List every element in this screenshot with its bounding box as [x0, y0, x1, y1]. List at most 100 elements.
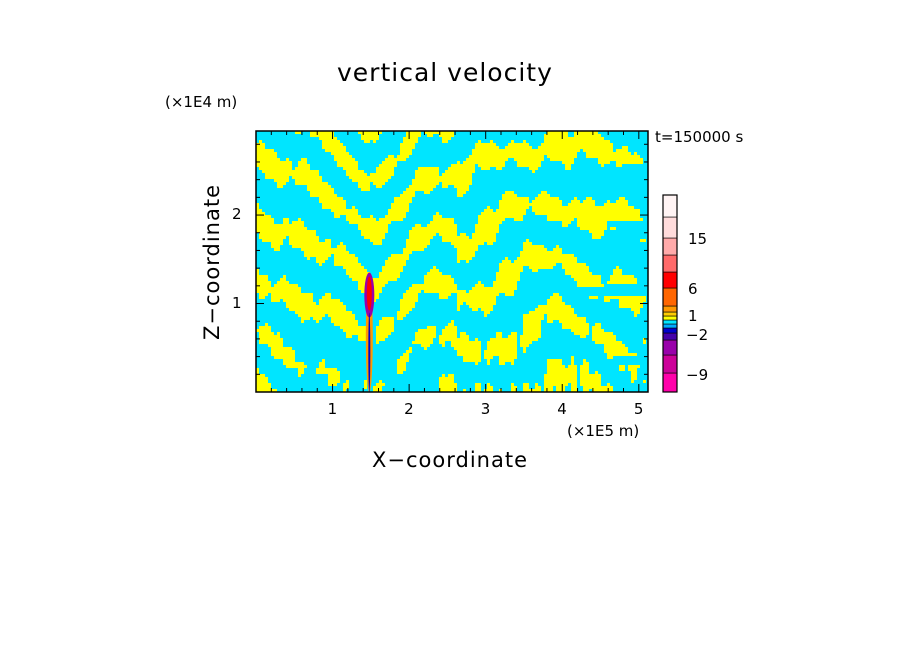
colorbar-swatch — [662, 323, 678, 329]
updraft-cell — [580, 383, 601, 386]
updraft-cell — [523, 242, 532, 245]
updraft-cell — [256, 383, 271, 386]
updraft-cell — [358, 224, 388, 227]
updraft-cell — [502, 194, 517, 197]
updraft-cell — [442, 239, 496, 242]
updraft-cell — [430, 221, 454, 224]
updraft-cell — [628, 368, 637, 371]
updraft-cell — [499, 362, 505, 365]
updraft-cell — [493, 281, 517, 284]
updraft-cell — [541, 191, 547, 194]
updraft-cell — [361, 137, 379, 140]
updraft-cell — [604, 203, 628, 206]
updraft-cell — [565, 167, 571, 170]
updraft-cell — [397, 362, 406, 365]
updraft-cell — [619, 299, 646, 302]
updraft-cell — [370, 296, 379, 299]
updraft-cell — [256, 368, 259, 371]
updraft-cell — [460, 233, 466, 236]
updraft-cell — [274, 356, 295, 359]
updraft-cell — [595, 323, 601, 326]
updraft-cell — [289, 239, 319, 242]
colorbar-tick-label: 15 — [688, 230, 708, 248]
updraft-cell — [343, 329, 367, 332]
updraft-cell — [523, 314, 544, 317]
updraft-cell — [256, 143, 265, 146]
updraft-cell — [538, 194, 550, 197]
updraft-cell — [547, 218, 574, 221]
updraft-cell — [397, 371, 403, 374]
updraft-cell — [523, 248, 547, 251]
updraft-cell — [556, 245, 559, 248]
colorbar-swatch — [662, 237, 678, 256]
updraft-cell — [592, 326, 601, 329]
updraft-cell — [292, 245, 331, 248]
updraft-cell — [523, 383, 529, 386]
updraft-cell — [334, 212, 358, 215]
updraft-cell — [418, 329, 436, 332]
updraft-cell — [379, 320, 394, 323]
updraft-cell — [343, 386, 349, 389]
updraft-cell — [388, 155, 394, 158]
updraft-cell — [271, 350, 295, 353]
updraft-cell — [442, 185, 448, 188]
updraft-cell — [556, 386, 565, 389]
updraft-cell — [265, 173, 319, 176]
updraft-cell — [283, 359, 295, 362]
colorbar-tick-label: 6 — [688, 280, 698, 298]
updraft-cell — [259, 341, 283, 344]
updraft-cell — [484, 353, 517, 356]
updraft-cell — [592, 236, 601, 239]
updraft-cell — [352, 179, 388, 182]
updraft-cell — [628, 365, 640, 368]
updraft-cell — [316, 368, 337, 371]
updraft-cell — [547, 302, 565, 305]
updraft-cell — [256, 377, 268, 380]
updraft-cell — [526, 239, 529, 242]
colorbar-tick-label: −2 — [686, 326, 709, 344]
updraft-cell — [331, 209, 358, 212]
updraft-cell — [259, 296, 265, 299]
updraft-cell — [496, 272, 520, 275]
updraft-cell — [334, 155, 352, 158]
updraft-cell — [334, 158, 355, 161]
updraft-cell — [463, 356, 481, 359]
updraft-cell — [328, 314, 355, 317]
updraft-cell — [400, 308, 412, 311]
updraft-cell — [484, 356, 493, 359]
updraft-cell — [535, 197, 559, 200]
updraft-cell — [280, 278, 286, 281]
updraft-cell — [484, 314, 487, 317]
updraft-cell — [346, 215, 361, 218]
updraft-cell — [499, 203, 562, 206]
updraft-cell — [586, 155, 640, 158]
updraft-cell — [475, 146, 499, 149]
updraft-cell — [397, 314, 406, 317]
updraft-cell — [400, 356, 409, 359]
updraft-cell — [475, 143, 496, 146]
updraft-cell — [259, 233, 316, 236]
updraft-cell — [403, 293, 418, 296]
updraft-cell — [583, 386, 613, 389]
updraft-cell — [256, 206, 259, 209]
updraft-cell — [631, 374, 637, 377]
updraft-cell — [475, 389, 481, 392]
updraft-cell — [361, 134, 379, 137]
updraft-cell — [547, 320, 553, 323]
updraft-cell — [499, 200, 529, 203]
updraft-cell — [373, 242, 382, 245]
updraft-cell — [487, 383, 490, 386]
updraft-cell — [349, 176, 391, 179]
updraft-cell — [298, 218, 301, 221]
updraft-cell — [517, 257, 577, 260]
updraft-cell — [322, 146, 346, 149]
updraft-cell — [256, 269, 259, 272]
updraft-cell — [406, 239, 430, 242]
updraft-cell — [319, 137, 337, 140]
updraft-cell — [595, 341, 622, 344]
updraft-cell — [256, 224, 304, 227]
updraft-cell — [256, 203, 259, 206]
updraft-cell — [298, 368, 304, 371]
updraft-cell — [523, 245, 544, 248]
updraft-cell — [499, 269, 523, 272]
